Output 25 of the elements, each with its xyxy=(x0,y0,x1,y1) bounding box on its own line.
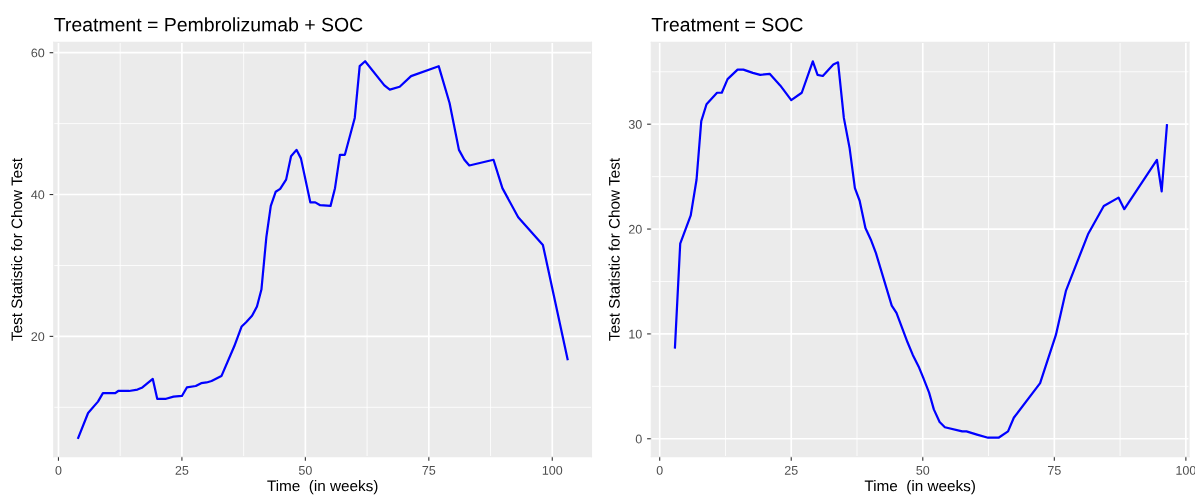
x-axis-title: Time (in weeks) xyxy=(267,480,378,495)
line-series xyxy=(673,60,1169,439)
y-axis-title: Test Statistic for Chow Test xyxy=(608,158,620,341)
x-tick-label: 50 xyxy=(916,465,930,475)
x-tick-label: 25 xyxy=(175,465,189,475)
x-tick-label: 0 xyxy=(55,465,62,475)
x-tick-label: 25 xyxy=(784,465,798,475)
x-tick-label: 75 xyxy=(422,466,436,475)
y-tick-label: 40 xyxy=(31,190,45,200)
y-tick-label: 60 xyxy=(31,48,45,58)
x-tick-label: 0 xyxy=(656,465,663,475)
x-tick-label: 50 xyxy=(298,465,312,475)
y-tick-label: 30 xyxy=(628,120,642,129)
chart-title: Treatment = SOC xyxy=(651,17,803,32)
x-tick-label: 100 xyxy=(542,465,563,475)
chart-title: Treatment = Pembrolizumab + SOC xyxy=(54,17,363,32)
x-tick-label: 75 xyxy=(1048,466,1061,475)
y-tick-label: 20 xyxy=(31,332,45,342)
x-tick-label: 100 xyxy=(1176,465,1195,475)
y-tick-label: 20 xyxy=(628,224,642,234)
y-axis-title: Test Statistic for Chow Test xyxy=(11,158,23,341)
line-series xyxy=(77,60,569,439)
x-axis-title: Time (in weeks) xyxy=(864,480,975,495)
y-tick-label: 0 xyxy=(635,434,642,444)
y-tick-label: 10 xyxy=(629,329,642,339)
